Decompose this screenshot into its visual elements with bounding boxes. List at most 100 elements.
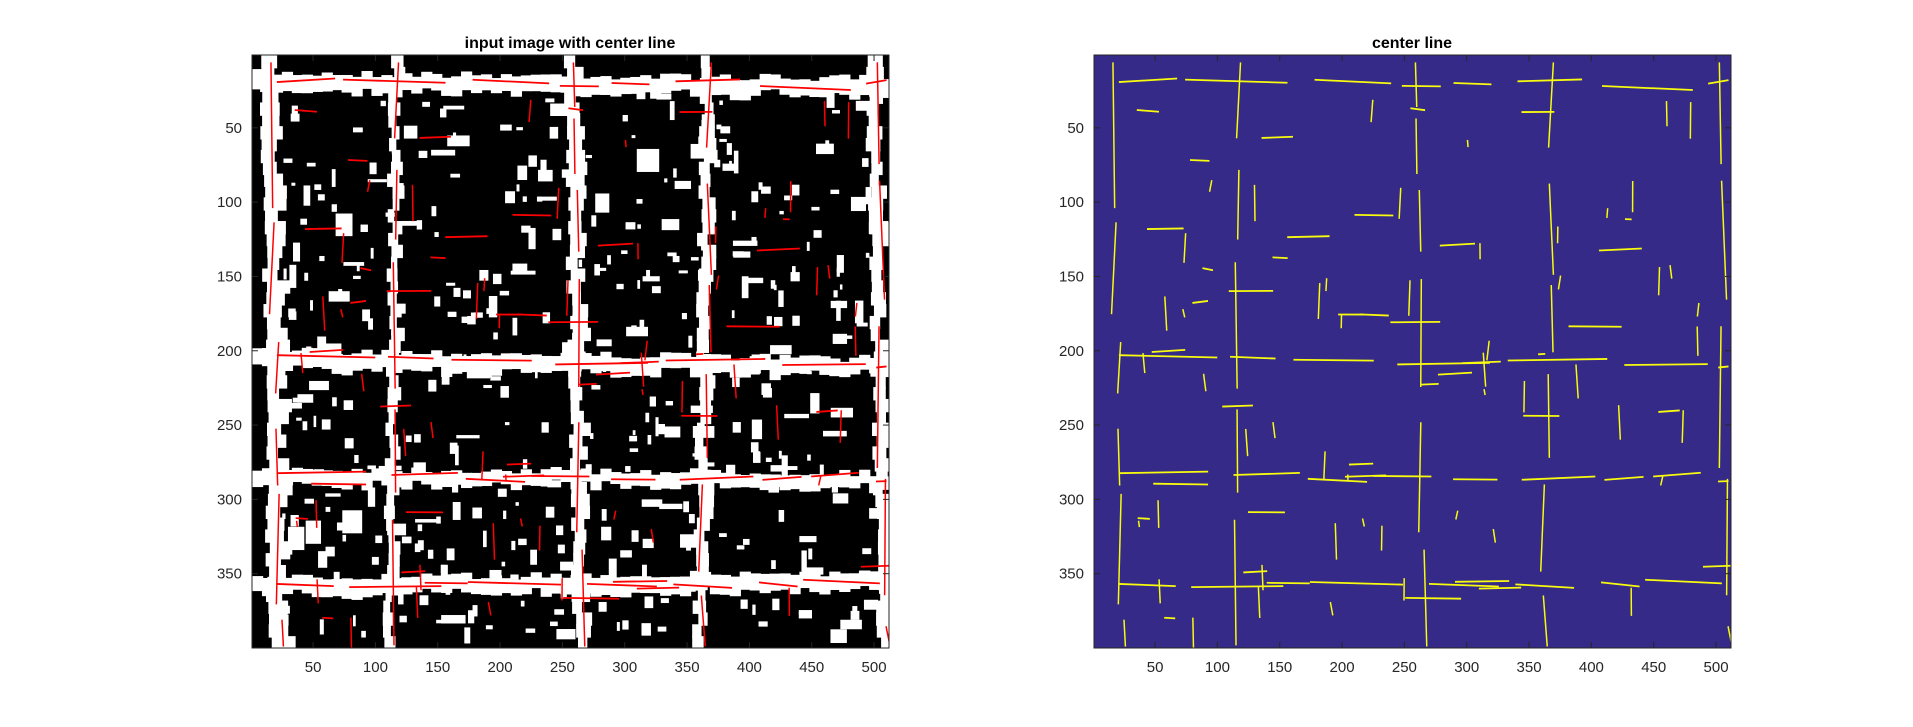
center-line-segment	[1287, 235, 1330, 239]
white-blob	[784, 195, 793, 201]
center-line-segment	[472, 78, 550, 85]
road-segment	[610, 472, 622, 485]
center-line-segment	[1483, 388, 1486, 396]
road-segment	[311, 469, 323, 486]
center-line-segment	[483, 278, 486, 292]
y-tick-label: 50	[1067, 120, 1084, 137]
white-blob	[521, 225, 531, 233]
road-segment	[769, 359, 781, 381]
white-blob	[453, 287, 461, 297]
white-blob	[758, 621, 768, 627]
white-blob	[443, 105, 465, 110]
chart-title: center line	[1372, 35, 1452, 52]
white-blob	[369, 162, 377, 175]
white-blob	[596, 267, 607, 271]
center-line-segment	[1272, 421, 1276, 439]
center-line-segment	[401, 570, 426, 574]
center-line-segment	[1261, 135, 1293, 139]
road-segment	[729, 576, 741, 597]
white-blob	[515, 502, 519, 506]
road-segment	[880, 588, 889, 603]
road-segment	[699, 268, 714, 282]
white-blob	[427, 549, 434, 559]
center-line-segment	[675, 78, 741, 83]
road-segment	[696, 541, 709, 555]
center-line-segment	[1539, 484, 1546, 572]
white-blob	[621, 250, 628, 255]
road-segment	[809, 573, 821, 593]
road-segment	[660, 472, 672, 489]
white-blob	[431, 149, 456, 156]
white-blob	[639, 319, 645, 328]
white-blob	[622, 115, 628, 122]
center-line-segment	[1230, 355, 1276, 360]
road-segment	[385, 363, 395, 377]
center-line-segment	[568, 107, 584, 112]
center-line-segment	[681, 380, 684, 413]
road-segment	[268, 410, 289, 425]
center-line-segment	[1185, 78, 1288, 84]
white-blob	[371, 556, 379, 565]
road-segment	[451, 353, 463, 374]
white-blob	[790, 272, 800, 282]
road-segment	[421, 354, 433, 372]
center-line-segment	[1599, 247, 1642, 252]
road-segment	[261, 468, 274, 486]
road-segment	[859, 570, 871, 587]
center-line-segment	[391, 519, 395, 646]
road-segment	[567, 339, 585, 353]
white-blob	[720, 126, 731, 134]
white-blob	[419, 595, 429, 606]
white-blob	[321, 419, 331, 430]
white-blob	[622, 620, 629, 630]
center-line-segment	[1323, 451, 1326, 480]
road-segment	[371, 354, 383, 372]
road-segment	[530, 354, 542, 373]
center-line-segment	[1142, 353, 1146, 374]
white-blob	[468, 610, 475, 624]
white-blob	[714, 159, 721, 168]
road-segment	[570, 268, 586, 282]
white-blob	[598, 601, 607, 612]
white-blob	[292, 397, 299, 403]
white-blob	[292, 242, 301, 262]
white-blob	[556, 525, 564, 536]
x-tick-label: 150	[425, 659, 450, 676]
road-segment	[590, 577, 602, 597]
white-blob	[608, 558, 617, 580]
white-blob	[781, 455, 788, 476]
image-plot-area[interactable]	[252, 55, 908, 649]
road-segment	[698, 481, 715, 496]
white-blob	[470, 312, 475, 318]
white-blob	[616, 622, 620, 631]
white-blob	[747, 277, 764, 284]
white-blob	[537, 196, 557, 201]
road-segment	[700, 363, 713, 377]
center-line-segment	[1653, 471, 1701, 478]
center-line-segment	[563, 596, 620, 600]
white-blob	[578, 259, 583, 268]
white-blob	[801, 550, 807, 572]
center-line-segment	[1191, 585, 1284, 589]
road-segment	[693, 529, 705, 543]
road-segment	[267, 280, 291, 294]
center-line-segment	[1257, 586, 1261, 618]
road-segment	[390, 78, 402, 93]
white-blob	[629, 448, 639, 452]
white-blob	[314, 184, 322, 190]
road-segment	[650, 474, 662, 490]
image-plot-area[interactable]	[1094, 55, 1750, 649]
white-blob	[325, 493, 341, 497]
road-segment	[269, 541, 293, 555]
white-blob	[719, 533, 727, 538]
center-line-segment	[760, 85, 851, 91]
road-segment	[871, 268, 882, 282]
white-blob	[516, 184, 520, 192]
road-segment	[571, 481, 587, 496]
road-segment	[573, 553, 584, 567]
road-segment	[265, 185, 287, 199]
road-segment	[568, 363, 582, 377]
road-segment	[699, 315, 710, 330]
center-line-segment	[275, 428, 279, 486]
road-segment	[431, 350, 443, 367]
